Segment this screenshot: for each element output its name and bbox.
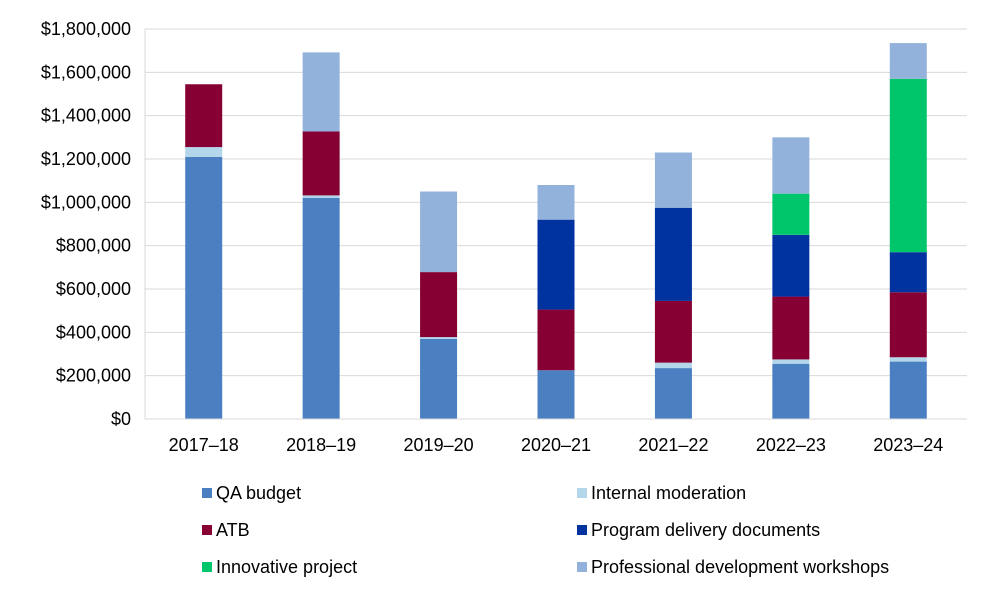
- legend-label: Program delivery documents: [591, 520, 820, 540]
- bar-segment-professional-development-workshops: [537, 185, 575, 220]
- y-tick-label: $800,000: [56, 236, 131, 256]
- x-tick-label: 2021–22: [638, 435, 708, 455]
- bar-segment-internal-moderation: [302, 195, 340, 198]
- bar-segment-professional-development-workshops: [772, 137, 810, 194]
- bar-segment-innovative-project: [889, 78, 927, 253]
- legend-swatch: [202, 488, 212, 498]
- bar-segment-atb: [302, 131, 340, 196]
- bar-segment-professional-development-workshops: [302, 52, 340, 132]
- x-tick-label: 2022–23: [756, 435, 826, 455]
- bar-segment-program-delivery-documents: [537, 219, 575, 310]
- bar-segment-qa-budget: [420, 338, 458, 419]
- bar-segment-program-delivery-documents: [654, 207, 692, 301]
- legend-label: Innovative project: [216, 557, 357, 577]
- y-axis-tick-labels: $0 $200,000 $400,000 $600,000 $800,000 $1,000…: [41, 19, 131, 429]
- legend-swatch: [577, 525, 587, 535]
- bar-segment-program-delivery-documents: [772, 234, 810, 297]
- bar-segment-qa-budget: [537, 370, 575, 419]
- x-tick-label: 2020–21: [521, 435, 591, 455]
- legend-label: QA budget: [216, 483, 301, 503]
- legend-swatch: [577, 488, 587, 498]
- bar-segment-internal-moderation: [772, 359, 810, 364]
- y-tick-label: $0: [111, 409, 131, 429]
- bar-segment-internal-moderation: [185, 147, 223, 157]
- x-tick-label: 2023–24: [873, 435, 943, 455]
- x-tick-label: 2019–20: [404, 435, 474, 455]
- bar-segment-atb: [420, 272, 458, 338]
- y-tick-label: $1,000,000: [41, 192, 131, 212]
- bar-segment-professional-development-workshops: [420, 191, 458, 273]
- bar-segment-internal-moderation: [889, 357, 927, 362]
- axes: [144, 29, 967, 420]
- bar-segment-qa-budget: [772, 363, 810, 419]
- x-tick-label: 2018–19: [286, 435, 356, 455]
- bar-stacks: [185, 43, 927, 420]
- y-tick-label: $1,800,000: [41, 19, 131, 39]
- bar-segment-program-delivery-documents: [889, 252, 927, 293]
- legend-swatch: [202, 562, 212, 572]
- bar-segment-atb: [537, 309, 575, 371]
- legend-swatch: [577, 562, 587, 572]
- legend-swatch: [202, 525, 212, 535]
- legend-label: ATB: [216, 520, 250, 540]
- y-tick-label: $1,600,000: [41, 62, 131, 82]
- bar-segment-professional-development-workshops: [889, 43, 927, 79]
- bar-segment-atb: [654, 300, 692, 363]
- bar-segment-atb: [185, 84, 223, 148]
- y-tick-label: $400,000: [56, 322, 131, 342]
- y-tick-label: $600,000: [56, 279, 131, 299]
- x-axis-tick-labels: 2017–18 2018–19 2019–20 2020–21 2021–22 2022–…: [169, 435, 944, 455]
- bar-segment-innovative-project: [772, 193, 810, 235]
- y-tick-label: $200,000: [56, 366, 131, 386]
- bar-segment-internal-moderation: [654, 362, 692, 369]
- bar-segment-qa-budget: [654, 368, 692, 419]
- legend: QA budget Internal moderation ATB Program d…: [202, 483, 889, 577]
- bar-segment-internal-moderation: [420, 337, 458, 339]
- bar-segment-atb: [772, 296, 810, 360]
- bar-segment-atb: [889, 292, 927, 358]
- bar-segment-professional-development-workshops: [654, 152, 692, 208]
- legend-label: Internal moderation: [591, 483, 746, 503]
- y-tick-label: $1,400,000: [41, 106, 131, 126]
- legend-label: Professional development workshops: [591, 557, 889, 577]
- bar-segment-qa-budget: [185, 156, 223, 420]
- x-tick-label: 2017–18: [169, 435, 239, 455]
- bar-segment-qa-budget: [889, 361, 927, 419]
- bar-segment-qa-budget: [302, 198, 340, 419]
- y-tick-label: $1,200,000: [41, 149, 131, 169]
